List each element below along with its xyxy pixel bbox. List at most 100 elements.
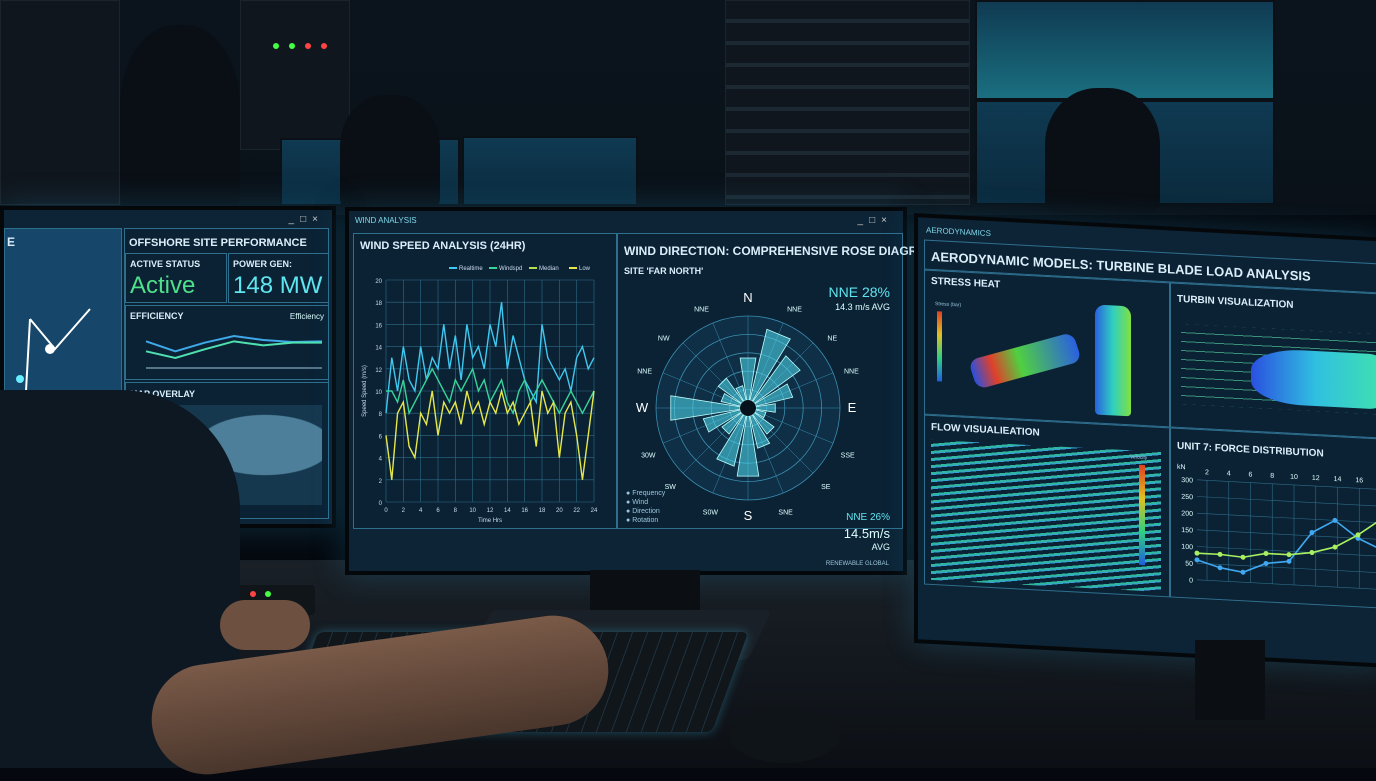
gridline [1197, 529, 1376, 540]
y-axis-label: Speed Speed (m/s) [362, 365, 368, 417]
x-tick-label: 0 [384, 508, 388, 514]
force-point [1240, 569, 1246, 575]
middle-monitor: WIND ANALYSIS _□× WIND SPEED ANALYSIS (2… [345, 207, 936, 575]
x-tick-label: 8 [1270, 473, 1274, 480]
force-series-line [1196, 519, 1376, 574]
legend-label: Windspd [499, 266, 522, 272]
turbine-vis-title: TURBIN VISUALIZATION [1177, 293, 1294, 311]
force-point [1263, 550, 1269, 556]
y-tick-label: 16 [375, 323, 382, 329]
gridline [1197, 496, 1376, 507]
rose-center [740, 400, 756, 416]
y-tick-label: 8 [379, 412, 383, 418]
gridline [1197, 512, 1376, 524]
blade-model [1095, 304, 1131, 417]
direction-label: SE [821, 484, 831, 491]
wind-speed-title: WIND SPEED ANALYSIS (24HR) [360, 240, 526, 252]
wind-speed-panel: WIND SPEED ANALYSIS (24HR) 0 2 4 6 8 10 12 14 16… [353, 233, 617, 529]
legend-label: Median [539, 266, 559, 272]
y-tick-label: 100 [1181, 544, 1193, 552]
stress-scale-label: Stress (bar) [935, 301, 962, 309]
window-title: WIND ANALYSIS [355, 216, 417, 225]
x-tick-label: 22 [573, 508, 580, 514]
stress-color-scale [937, 311, 942, 382]
active-status-label: ACTIVE STATUS [130, 259, 201, 269]
force-point [1263, 560, 1269, 566]
map-title: E [7, 235, 16, 249]
power-gen-card: POWER GEN: 148 MW [228, 253, 329, 303]
y-tick-label: 6 [379, 434, 383, 440]
direction-label: NE [827, 335, 837, 342]
right-monitor: AERODYNAMICS AERODYNAMIC MODELS: TURBINE… [914, 213, 1376, 668]
mouse[interactable] [730, 708, 840, 763]
highlight-speed: 14.3 m/s AVG [835, 302, 890, 312]
y-tick-label: 250 [1181, 494, 1193, 502]
background-screen [975, 0, 1275, 100]
direction-label: NNE [637, 368, 652, 375]
y-tick-label: 0 [379, 501, 383, 507]
cardinal-label: W [636, 400, 649, 415]
legend-item: ● Direction [626, 508, 660, 515]
force-point [1286, 558, 1292, 564]
x-tick-label: 14 [1334, 476, 1342, 483]
blade-root-model [968, 332, 1082, 390]
y-tick-label: 10 [375, 390, 382, 396]
direction-label: SSE [841, 452, 855, 459]
y-tick-label: 2 [379, 479, 383, 485]
x-tick-label: 16 [521, 508, 528, 514]
x-tick-label: 6 [1249, 472, 1253, 479]
legend-item: ● Rotation [626, 517, 659, 524]
x-tick-label: 6 [436, 508, 440, 514]
x-tick-label: 2 [402, 508, 406, 514]
force-point [1355, 532, 1361, 538]
background-person [1045, 88, 1160, 213]
active-status-card: ACTIVE STATUS Active [125, 253, 227, 303]
y-tick-label: 200 [1181, 510, 1193, 518]
force-point [1194, 557, 1200, 563]
bottom-speed: 14.5m/s [843, 526, 890, 541]
y-tick-label: 12 [375, 368, 382, 374]
y-tick-label: 150 [1181, 527, 1193, 535]
background-person [340, 95, 440, 210]
wind-rose-title: WIND DIRECTION: COMPREHENSIVE ROSE DIAGR… [624, 244, 937, 258]
direction-label: SW [665, 484, 677, 491]
monitor-stand [1195, 640, 1265, 720]
x-tick-label: 10 [469, 508, 476, 514]
legend-label: Low [579, 266, 591, 272]
force-unit: kN [1177, 464, 1186, 471]
y-tick-label: 18 [375, 301, 382, 307]
site-name: SITE 'FAR NORTH' [624, 266, 704, 276]
window-controls[interactable]: _□× [288, 214, 324, 225]
legend-item: ● Frequency [626, 490, 666, 497]
direction-label: SNE [778, 509, 793, 516]
force-point [1332, 517, 1338, 523]
efficiency-line [145, 340, 322, 360]
server-rack [725, 0, 970, 205]
flow-visualization-panel: FLOW VISUALIEATION Velocity [924, 414, 1170, 598]
direction-label: NNE [844, 368, 859, 375]
flow-color-scale [1139, 464, 1145, 566]
x-tick-label: 4 [419, 508, 423, 514]
force-point [1309, 530, 1315, 536]
y-tick-label: 4 [379, 457, 383, 463]
efficiency-line [145, 334, 323, 353]
y-tick-label: 50 [1185, 561, 1193, 568]
power-gen-label: POWER GEN: [233, 259, 293, 269]
x-tick-label: 2 [1205, 469, 1209, 476]
direction-label: NW [658, 335, 670, 342]
y-tick-label: 14 [375, 346, 382, 352]
x-tick-label: 18 [539, 508, 546, 514]
force-point [1217, 565, 1223, 571]
window-controls[interactable]: _□× [857, 215, 893, 226]
rose-legend: ● Frequency ● Wind ● Direction ● Rotatio… [626, 489, 665, 525]
window-title: AERODYNAMICS [926, 225, 991, 239]
efficiency-legend: Efficiency [289, 312, 324, 321]
operator-hand [220, 600, 310, 650]
direction-label: S0W [703, 509, 719, 516]
force-point [1217, 551, 1223, 557]
x-tick-label: 24 [591, 508, 598, 514]
gridline [1197, 579, 1376, 590]
cardinal-label: E [848, 400, 857, 415]
efficiency-plot [145, 334, 323, 369]
x-axis-label: Time Hrs [478, 518, 502, 524]
